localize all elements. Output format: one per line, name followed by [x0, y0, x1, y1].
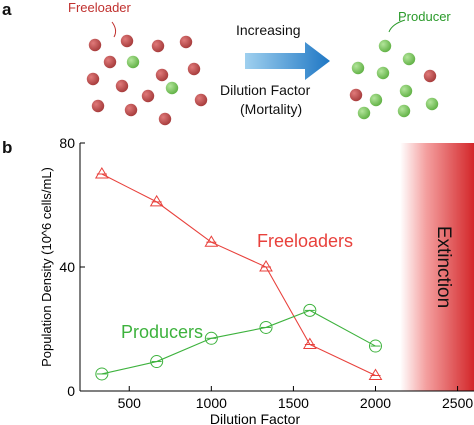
freeloader-cell [124, 103, 138, 117]
producer-cell [369, 93, 383, 107]
producer-cell [165, 81, 179, 95]
arrow-caption-bottom-1: Dilution Factor [220, 82, 311, 98]
extinction-label: Extinction [433, 226, 454, 308]
y-tick-label: 0 [67, 383, 75, 399]
producers-series-line [101, 309, 376, 375]
producer-cell-cluster [349, 39, 439, 120]
freeloader-cell [141, 89, 155, 103]
population-chart: 500 1000 1500 2000 2500 0 40 80 Dilution Factor P… [39, 135, 474, 425]
freeloader-pointer-line [111, 21, 117, 38]
freeloader-cell [88, 38, 102, 52]
producer-cell [351, 61, 365, 75]
producer-cell [402, 52, 416, 66]
freeloader-cell [179, 35, 193, 49]
producer-cell [357, 106, 371, 120]
freeloader-cell [155, 68, 169, 82]
extinction-region [400, 143, 474, 391]
producer-cell [376, 66, 390, 80]
x-tick-label: 2000 [360, 395, 391, 411]
producers-point [95, 367, 109, 381]
x-tick-label: 1000 [196, 395, 227, 411]
y-axis-title: Population Density (10^6 cells/mL) [39, 167, 54, 367]
freeloaders-point [259, 260, 273, 272]
freeloaders-point [149, 194, 164, 207]
freeloader-cell [423, 69, 437, 83]
producer-cell [378, 39, 392, 53]
freeloader-cell [151, 39, 165, 53]
increasing-arrow-icon [245, 42, 330, 80]
producers-series-label: Producers [121, 322, 203, 342]
x-tick-label: 500 [118, 395, 142, 411]
freeloaders-series-label: Freeloaders [257, 231, 353, 251]
arrow-caption-top: Increasing [236, 22, 301, 38]
panel-b-label: b [2, 138, 13, 157]
producer-pointer-line [388, 19, 406, 33]
freeloader-cell [103, 55, 117, 69]
freeloader-cell-cluster [86, 34, 208, 126]
producer-cell [425, 97, 439, 111]
freeloader-cell [194, 93, 208, 107]
producers-point [150, 355, 164, 369]
arrow-caption-bottom-2: (Mortality) [240, 101, 303, 117]
producers-point [204, 331, 218, 345]
producer-cell [397, 104, 411, 118]
freeloader-cell [86, 72, 100, 86]
producer-cell [126, 55, 140, 69]
freeloader-cell [349, 88, 363, 102]
freeloader-cell [158, 112, 172, 126]
producers-point [303, 303, 317, 317]
freeloaders-point [204, 235, 219, 247]
x-tick-label: 1500 [278, 395, 309, 411]
panel-a-label: a [2, 0, 12, 19]
freeloader-cell [91, 99, 105, 113]
freeloaders-point [368, 368, 383, 380]
freeloaders-point [94, 167, 109, 179]
producers-point [259, 320, 273, 334]
freeloader-cell [115, 79, 129, 93]
freeloaders-point [302, 337, 317, 349]
freeloaders-series-line [101, 173, 376, 376]
producers-point [369, 339, 382, 353]
y-tick-label: 80 [59, 135, 75, 151]
freeloader-cell [187, 62, 201, 76]
producer-label: Producer [398, 9, 451, 24]
y-tick-label: 40 [59, 259, 75, 275]
producer-cell [399, 84, 413, 98]
x-axis-title: Dilution Factor [210, 411, 301, 425]
freeloader-label: Freeloader [68, 0, 131, 15]
freeloader-cell [120, 34, 134, 48]
x-tick-label: 2500 [442, 395, 473, 411]
